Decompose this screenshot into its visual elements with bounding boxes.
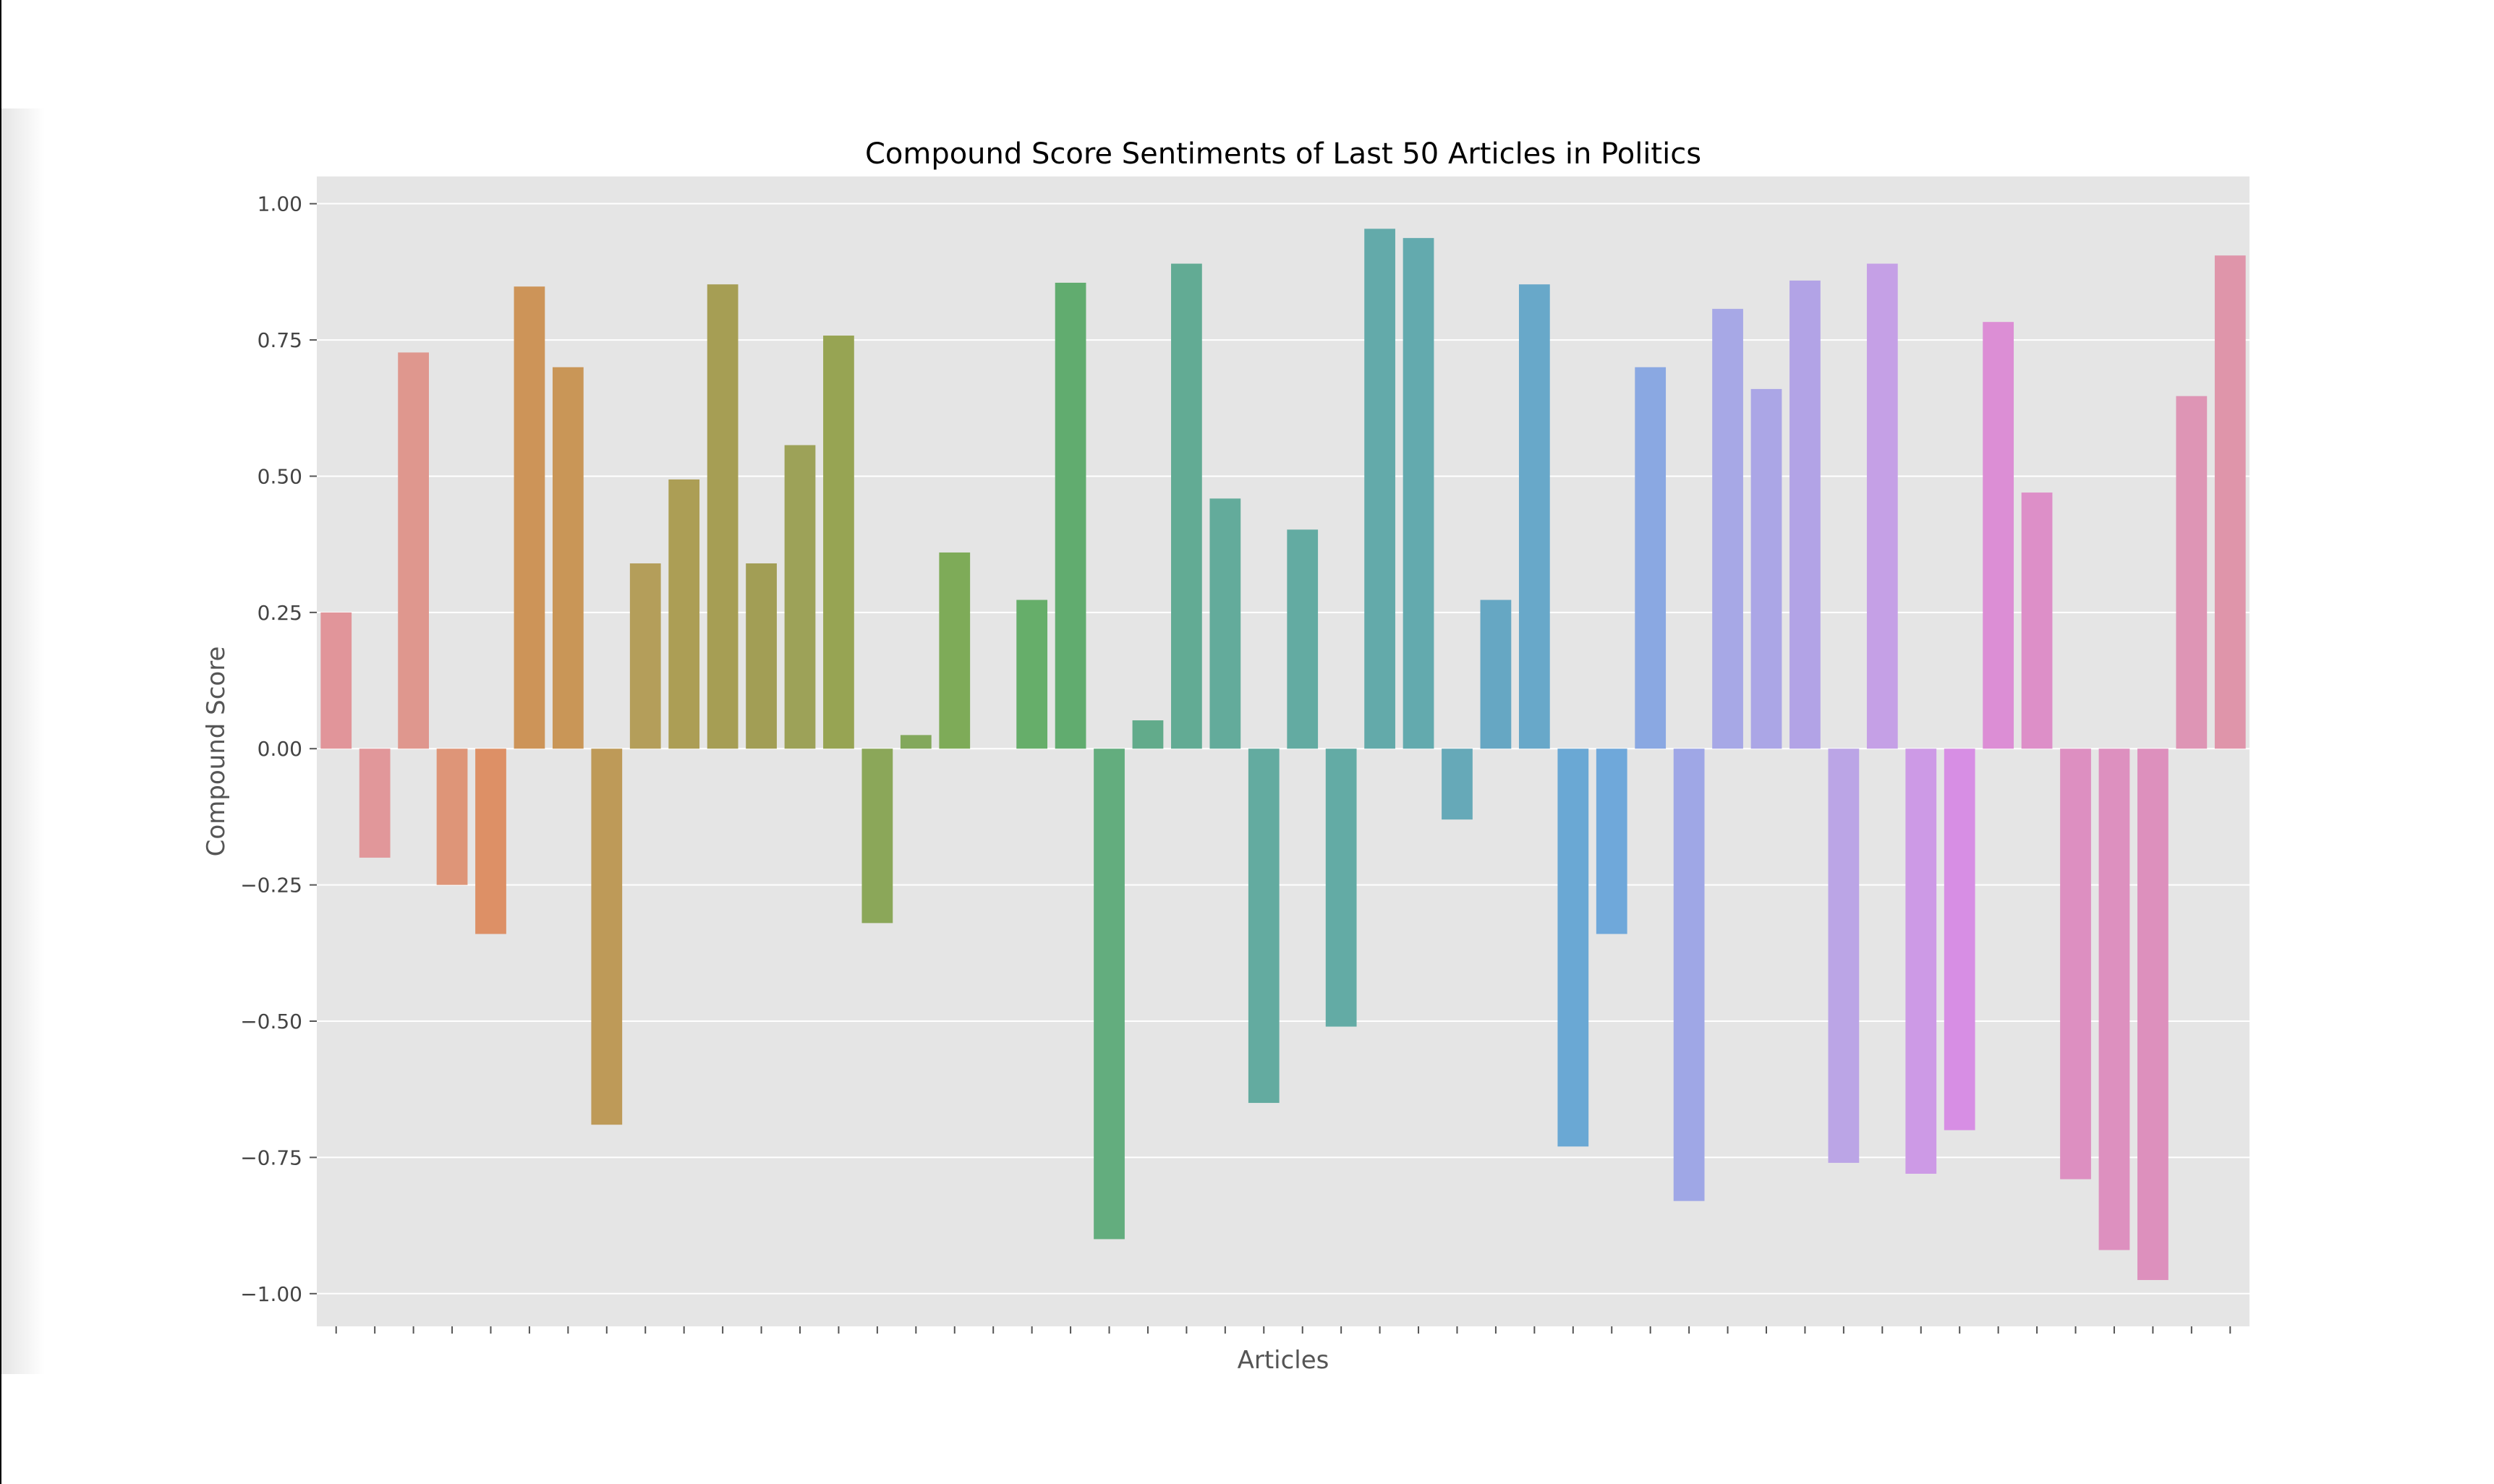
bar bbox=[1055, 282, 1086, 749]
bar bbox=[746, 563, 777, 749]
bar bbox=[359, 749, 391, 858]
bar bbox=[398, 352, 429, 749]
bar bbox=[1287, 529, 1319, 749]
bar bbox=[900, 735, 932, 749]
bar bbox=[939, 552, 971, 749]
bar bbox=[1209, 498, 1241, 749]
bar bbox=[1132, 720, 1164, 749]
bar bbox=[1171, 263, 1202, 749]
bar bbox=[1403, 238, 1434, 749]
bar bbox=[1983, 322, 2014, 749]
bar bbox=[668, 479, 700, 749]
bar bbox=[1673, 749, 1705, 1201]
bar bbox=[1712, 309, 1743, 749]
bar bbox=[2137, 749, 2169, 1280]
bar bbox=[1944, 749, 1975, 1130]
bar bbox=[1364, 229, 1395, 749]
y-axis-ticks: 1.00 0.75 0.50 0.25 0.00 −0.25 −0.50 −0.75 −1.00 bbox=[240, 192, 317, 1306]
bar bbox=[1442, 749, 1473, 820]
bar bbox=[1596, 749, 1627, 934]
bar bbox=[1480, 600, 1512, 749]
bar bbox=[1789, 280, 1821, 749]
bar bbox=[2060, 749, 2091, 1180]
y-tick-label: −0.25 bbox=[240, 874, 302, 897]
bar bbox=[1635, 367, 1667, 749]
bar bbox=[320, 612, 352, 749]
y-tick-label: 0.50 bbox=[258, 464, 302, 488]
y-tick-label: 1.00 bbox=[258, 192, 302, 216]
bar bbox=[2021, 492, 2053, 749]
y-tick-label: 0.75 bbox=[258, 328, 302, 352]
bar bbox=[1750, 388, 1782, 749]
window-left-edge bbox=[0, 0, 1, 1484]
y-axis-label: Compound Score bbox=[202, 647, 231, 857]
bar bbox=[861, 749, 893, 924]
bar bbox=[1248, 749, 1280, 1104]
y-tick-label: −0.50 bbox=[240, 1010, 302, 1033]
window-shadow bbox=[1, 108, 45, 1374]
chart-title: Compound Score Sentiments of Last 50 Art… bbox=[865, 137, 1701, 171]
y-tick-label: −0.75 bbox=[240, 1146, 302, 1169]
bar bbox=[2214, 255, 2246, 749]
x-axis-label: Articles bbox=[1238, 1346, 1329, 1375]
bar bbox=[784, 445, 816, 749]
bar bbox=[1557, 749, 1589, 1147]
bar bbox=[823, 336, 854, 749]
bar bbox=[1518, 284, 1550, 749]
bar bbox=[1866, 263, 1898, 749]
bar bbox=[1905, 749, 1937, 1174]
bar bbox=[514, 286, 545, 749]
bar bbox=[2176, 396, 2208, 749]
bar bbox=[1016, 600, 1048, 749]
bar bbox=[591, 749, 623, 1125]
y-tick-label: 0.25 bbox=[258, 601, 302, 625]
bar bbox=[552, 367, 584, 749]
bar bbox=[436, 749, 468, 885]
bar bbox=[1828, 749, 1860, 1163]
bar bbox=[2098, 749, 2130, 1250]
bar bbox=[1094, 749, 1125, 1240]
bar bbox=[629, 563, 661, 749]
bars bbox=[320, 229, 2246, 1280]
bar bbox=[1325, 749, 1357, 1027]
x-axis-ticks bbox=[335, 1326, 2231, 1334]
bar bbox=[707, 284, 739, 749]
y-tick-label: 0.00 bbox=[258, 737, 302, 761]
y-tick-label: −1.00 bbox=[240, 1282, 302, 1306]
bar bbox=[475, 749, 506, 934]
